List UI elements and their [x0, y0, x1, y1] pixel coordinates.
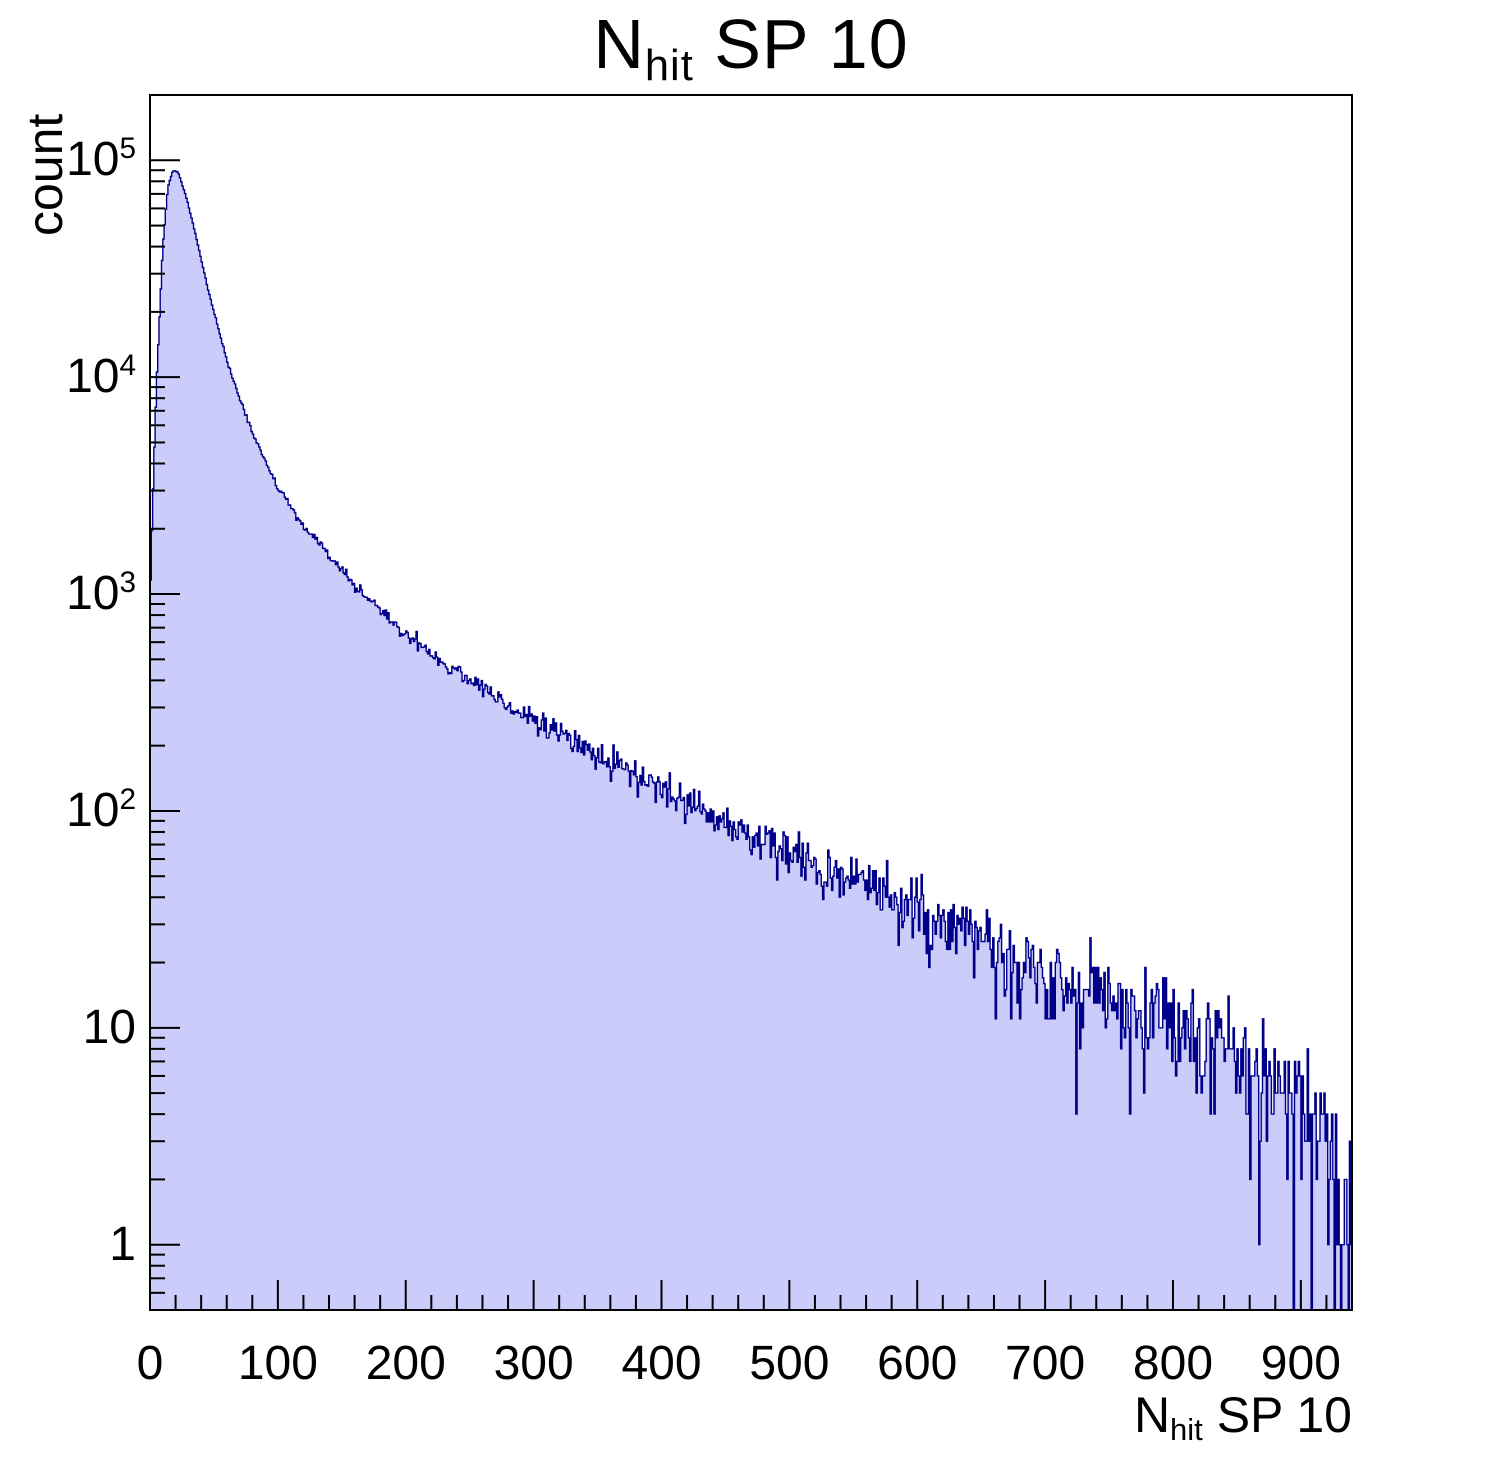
plot-frame [149, 94, 1353, 1311]
x-axis-label-subscript: hit [1170, 1412, 1203, 1448]
histogram-fill [150, 170, 1352, 1310]
y-tick-label: 105 [66, 132, 136, 187]
x-axis-label: Nhit SP 10 [1133, 1386, 1352, 1448]
y-tick-label: 104 [66, 349, 136, 404]
x-tick-label: 400 [621, 1337, 702, 1390]
x-axis-label-suffix: SP 10 [1202, 1387, 1352, 1443]
x-tick-label: 200 [365, 1337, 446, 1390]
chart-title-prefix: N [593, 5, 645, 83]
y-tick-label: 1 [109, 1217, 136, 1271]
x-tick-label: 700 [1005, 1337, 1086, 1390]
histogram-outline [149, 170, 1353, 1311]
x-tick-label: 800 [1132, 1337, 1214, 1390]
x-tick-label: 0 [136, 1337, 164, 1390]
x-tick-label: 300 [493, 1337, 574, 1390]
y-tick-label: 102 [66, 782, 136, 837]
x-tick-label: 900 [1260, 1337, 1341, 1390]
x-axis-label-prefix: N [1133, 1387, 1171, 1443]
y-tick-label: 10 [82, 1000, 136, 1054]
chart-title-subscript: hit [644, 41, 694, 90]
x-tick-label: 100 [237, 1337, 318, 1390]
x-tick-label: 600 [877, 1337, 958, 1390]
y-tick-label: 103 [66, 566, 136, 621]
chart-title: Nhit SP 10 [593, 4, 909, 90]
x-tick-label: 500 [749, 1337, 830, 1390]
chart-title-suffix: SP 10 [693, 5, 909, 83]
